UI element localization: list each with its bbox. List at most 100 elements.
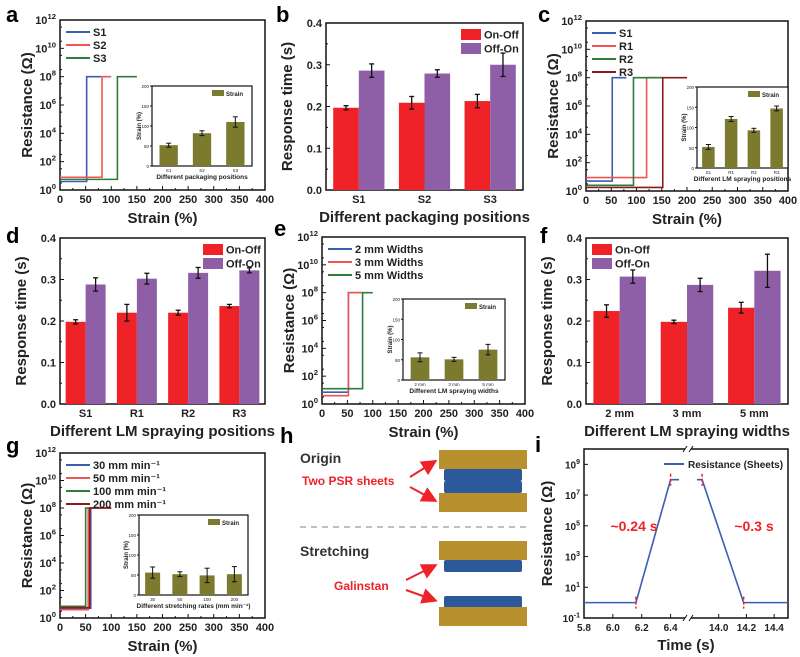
y-tick-label: 0.0 <box>307 185 322 197</box>
x-tick-label: 350 <box>490 408 508 420</box>
series-line-s2 <box>60 75 112 179</box>
y-tick-label: 1012 <box>561 13 582 28</box>
x-tick-label: 300 <box>465 408 483 420</box>
y-tick-label: 0.1 <box>567 358 582 370</box>
x-tick-label: 300 <box>205 622 223 634</box>
axis-break-mark <box>688 614 694 622</box>
bar-off-on <box>85 284 106 404</box>
y-tick-label: 104 <box>301 340 318 355</box>
galinstan-bottom-origin <box>444 481 522 493</box>
y-tick-label: 102 <box>39 154 56 169</box>
y-tick-label: 1010 <box>297 257 318 272</box>
y-axis-label: Resistance (Ω) <box>19 52 36 157</box>
y-tick-label: 0.1 <box>41 358 56 370</box>
legend-label: Off-On <box>226 259 261 271</box>
inset-x-tick-label: 30 <box>150 597 156 602</box>
x-tick-label: 350 <box>754 195 772 207</box>
series-line-r1 <box>586 76 662 179</box>
inset-y-tick-label: 150 <box>128 533 136 538</box>
y-tick-label: 102 <box>565 155 582 170</box>
series-line-r2 <box>586 76 663 187</box>
y-tick-label: 104 <box>39 125 56 140</box>
inset-legend-swatch <box>208 519 220 525</box>
y-tick-label: 1012 <box>35 12 56 27</box>
legend-label: S1 <box>619 28 632 40</box>
inset-bar <box>410 357 430 380</box>
x-tick-label: 400 <box>256 622 274 634</box>
series-line-3-mm-widths <box>322 291 363 397</box>
y-axis-label: Response time (s) <box>539 256 556 385</box>
x-tick-label: 350 <box>230 622 248 634</box>
legend-label: S1 <box>93 27 106 39</box>
y-tick-label: 1010 <box>35 40 56 55</box>
x-tick-label: 5.8 <box>577 623 591 634</box>
bar-on-off <box>65 321 86 404</box>
x-tick-label: 50 <box>80 194 92 206</box>
y-tick-label: 0.4 <box>41 233 57 245</box>
bar-on-off <box>398 102 425 190</box>
bar-off-on <box>188 272 209 404</box>
x-axis-label: Different LM spraying widths <box>584 423 790 440</box>
legend-label: 30 mm min⁻¹ <box>93 460 160 472</box>
y-tick-label: 104 <box>565 126 582 141</box>
series-line-2-mm-widths <box>322 291 363 393</box>
legend-label: S2 <box>93 40 106 52</box>
x-tick-label: 0 <box>57 194 63 206</box>
panel-label-a: a <box>6 2 19 27</box>
bar-off-on <box>239 270 260 404</box>
x-tick-label: 6.2 <box>635 623 649 634</box>
legend-swatch-off-on <box>592 258 612 269</box>
x-tick-label: 0 <box>57 622 63 634</box>
series-line-s3 <box>60 75 137 181</box>
stretching-label: Stretching <box>300 543 369 559</box>
y-tick-label: 0.2 <box>567 316 582 328</box>
x-axis-label: Time (s) <box>657 637 714 654</box>
bar-on-off <box>464 101 491 190</box>
inset-legend-label: Strain <box>762 93 779 99</box>
legend-label: On-Off <box>615 245 650 257</box>
series-line-right <box>697 478 788 604</box>
inset-y-tick-label: 50 <box>144 144 150 149</box>
y-tick-label: 1012 <box>297 229 318 244</box>
inset-y-tick-label: 0 <box>397 378 400 383</box>
panel-c-resistance-strain: 0 50 100 150 200 250 300 350 400 100 102 104 106 108 1… <box>545 13 797 228</box>
legend-label: R1 <box>619 41 633 53</box>
inset-legend-swatch <box>465 303 477 309</box>
inset-y-axis-label: Strain (%) <box>124 541 130 569</box>
inset-bar <box>192 133 212 166</box>
y-tick-label: 104 <box>39 555 56 570</box>
legend-label: 50 mm min⁻¹ <box>93 473 160 485</box>
x-tick-label: 0 <box>583 195 589 207</box>
panel-g-resistance-strain: 0 50 100 150 200 250 300 350 4001001021041061081… <box>19 445 274 655</box>
inset-bar <box>770 108 783 168</box>
panel-label-i: i <box>535 432 541 457</box>
x-tick-label: S1 <box>79 408 92 420</box>
inset-x-tick-label: 200 <box>231 597 239 602</box>
legend-label: R3 <box>619 67 633 79</box>
inset-x-tick-label: 50 <box>177 597 183 602</box>
inset-x-tick-label: 2 mm <box>414 382 426 387</box>
legend-label: On-Off <box>226 245 261 257</box>
inset-y-tick-label: 100 <box>686 126 694 131</box>
bar-off-on <box>358 70 385 190</box>
y-tick-label: 0.1 <box>307 143 322 155</box>
x-tick-label: 14.2 <box>737 623 757 634</box>
x-axis-label: Strain (%) <box>127 210 197 227</box>
series-line-left <box>584 478 679 604</box>
origin-label: Origin <box>300 450 341 466</box>
inset-chart: 0 50 100 150 200 Strain (%) 2 mm 3 mm 5 mmDiffer… <box>388 297 506 395</box>
panel-h-schematic: Origin Two PSR sheets Stretching Galinst… <box>300 450 527 626</box>
annotation-on-time: ~0.24 s <box>610 518 657 534</box>
y-tick-label: 105 <box>565 520 580 533</box>
inset-y-tick-label: 50 <box>131 573 137 578</box>
inset-x-tick-label: R1 <box>728 170 734 175</box>
psr-sheet-top-stretch <box>439 541 527 560</box>
inset-bar <box>226 122 245 166</box>
x-tick-label: 250 <box>703 195 721 207</box>
axis-break-mark <box>682 445 688 453</box>
inset-y-tick-label: 150 <box>686 105 694 110</box>
y-tick-label: 109 <box>565 459 580 472</box>
y-tick-label: 102 <box>39 583 56 598</box>
